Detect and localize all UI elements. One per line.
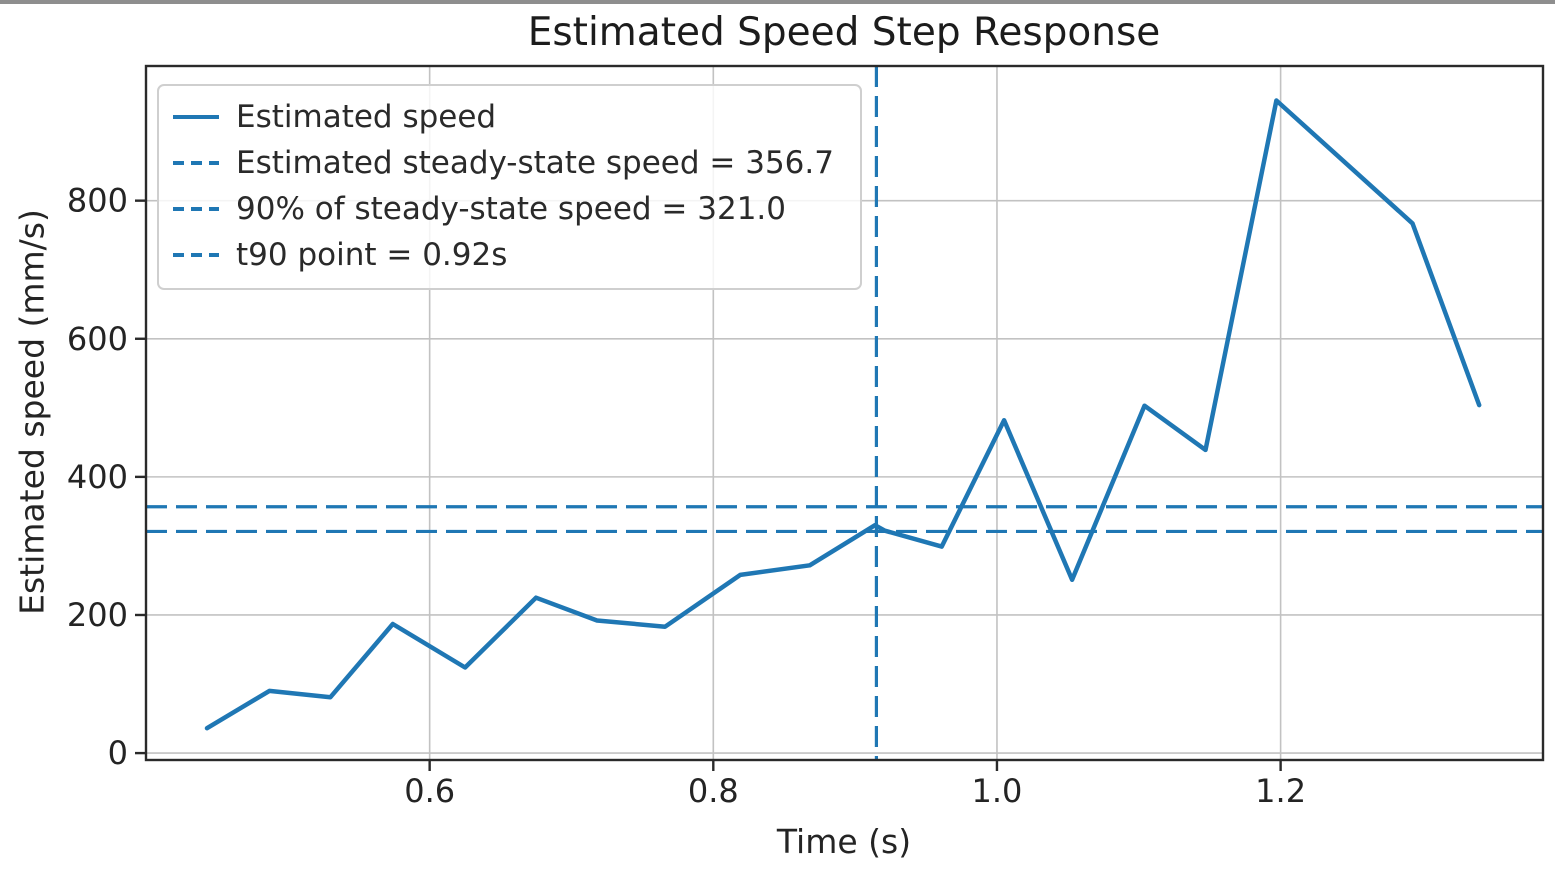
window-top-edge (0, 0, 1555, 4)
y-tick-label: 600 (67, 320, 128, 358)
y-tick-label: 0 (108, 734, 128, 772)
legend-item: t90 point = 0.92s (173, 232, 834, 278)
series-line (204, 98, 1482, 731)
y-tick-label: 400 (67, 458, 128, 496)
legend-item-label: t90 point = 0.92s (236, 237, 508, 273)
x-tick-label: 1.2 (1255, 772, 1306, 810)
dashed-line-swatch-icon (173, 161, 219, 165)
legend-item-label: Estimated speed (236, 99, 497, 135)
axes-frame (144, 64, 1545, 762)
x-axis-label: Time (s) (776, 822, 912, 861)
legend: Estimated speed Estimated steady-state sp… (157, 84, 862, 290)
dashed-line-swatch-icon (173, 253, 219, 257)
solid-line-swatch-icon (173, 115, 219, 119)
dashed-line-swatch-icon (173, 207, 219, 211)
legend-item: 90% of steady-state speed = 321.0 (173, 186, 834, 232)
legend-item-label: Estimated steady-state speed = 356.7 (236, 145, 834, 181)
x-tick-label: 1.0 (972, 772, 1023, 810)
x-tick-label: 0.8 (688, 772, 739, 810)
x-tick-label: 0.6 (404, 772, 455, 810)
y-tick-label: 800 (67, 182, 128, 220)
legend-item-label: 90% of steady-state speed = 321.0 (236, 191, 786, 227)
legend-item: Estimated steady-state speed = 356.7 (173, 140, 834, 186)
legend-item: Estimated speed (173, 94, 834, 140)
chart-title: Estimated Speed Step Response (527, 10, 1161, 55)
y-tick-label: 200 (67, 596, 128, 634)
